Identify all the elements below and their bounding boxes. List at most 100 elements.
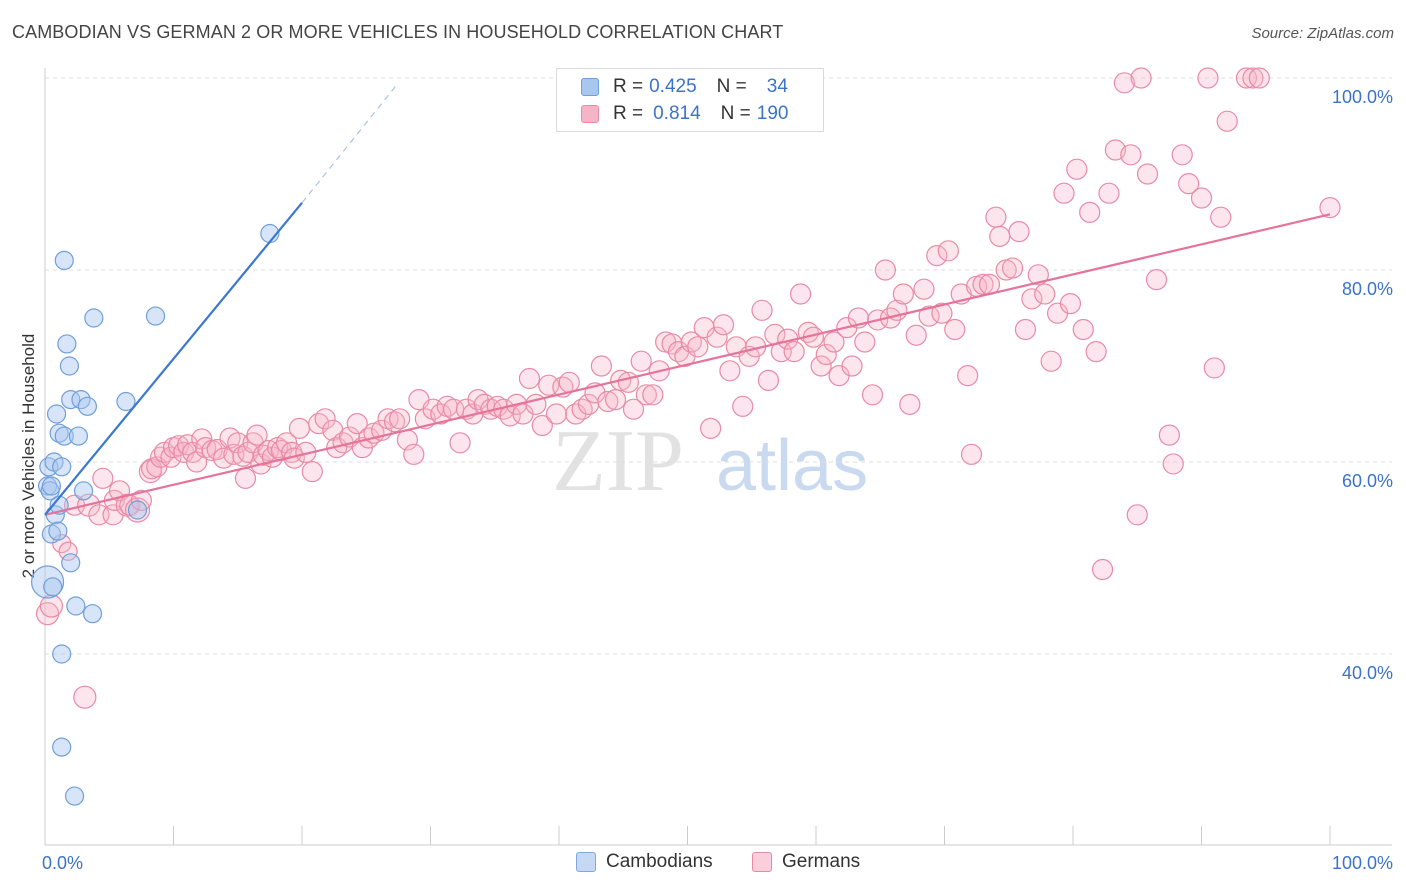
legend-n-value: 190 [756, 103, 789, 124]
legend-swatch-germans [581, 105, 599, 123]
german-point [687, 336, 709, 358]
german-point [1066, 158, 1088, 180]
german-point [234, 467, 257, 489]
cambodian-point [52, 737, 72, 757]
german-point [1178, 173, 1200, 195]
german-points [35, 67, 1341, 709]
german-point [1242, 67, 1264, 89]
cambodian-points [30, 223, 280, 806]
german-point [823, 331, 845, 353]
german-point [926, 245, 948, 267]
cambodian-point [41, 476, 62, 496]
german-point [1145, 269, 1168, 291]
y-tick-label: 40.0% [1342, 663, 1393, 683]
bottom-legend-germans: Germans [752, 851, 860, 873]
german-point [630, 350, 652, 372]
german-point [931, 302, 953, 324]
y-tick-label: 60.0% [1342, 471, 1393, 491]
legend-row-germans: R = 0.814 N = 190 [581, 101, 788, 127]
german-point [92, 467, 114, 489]
legend-n-value: 34 [766, 76, 788, 97]
bottom-legend-swatch-cambodians [576, 852, 596, 872]
cambodian-point [57, 334, 77, 354]
german-point [604, 389, 627, 411]
cambodian-point [84, 308, 104, 328]
german-point [545, 403, 568, 425]
bottom-legend-label-germans: Germans [782, 851, 861, 872]
german-point [719, 360, 741, 382]
german-point [389, 408, 411, 430]
german-point [892, 283, 914, 305]
german-point [1136, 163, 1159, 185]
y-axis-tick-labels: 40.0% 60.0% 80.0% 100.0% [1332, 87, 1393, 683]
legend-r-label: R = [613, 76, 644, 97]
german-point [288, 417, 311, 439]
german-point [314, 408, 336, 430]
german-point [989, 225, 1011, 247]
x-axis-tick-labels: 0.0% 100.0% [42, 853, 1393, 873]
german-point [518, 367, 541, 390]
german-point [789, 283, 812, 305]
cambodian-point [30, 565, 65, 599]
german-point [1158, 424, 1180, 446]
gridlines [45, 77, 1392, 655]
german-point [944, 318, 966, 341]
german-point [905, 324, 927, 346]
german-point [39, 594, 64, 618]
cambodian-trend-line [44, 202, 303, 516]
cambodian-trend-extension [301, 82, 399, 204]
german-point [918, 305, 940, 327]
german-point [1059, 293, 1082, 315]
german-point [1235, 67, 1258, 89]
german-point [58, 541, 78, 561]
german-point [985, 206, 1007, 228]
german-point [913, 278, 935, 300]
cambodian-point [61, 553, 81, 573]
german-point [597, 390, 619, 413]
german-point [130, 489, 152, 511]
bottom-legend-cambodians: Cambodians [576, 851, 713, 873]
german-point [854, 331, 876, 353]
german-point [1319, 197, 1341, 219]
german-point [1002, 257, 1024, 279]
german-point [700, 417, 722, 439]
german-point [815, 343, 837, 366]
cambodian-point [73, 481, 94, 501]
german-point [751, 299, 773, 321]
x-tick-label: 100.0% [1332, 853, 1393, 873]
german-point [899, 393, 921, 415]
y-axis-label: 2 or more Vehicles in Household [19, 334, 38, 579]
german-point [449, 432, 471, 454]
german-point [1120, 144, 1142, 166]
cambodian-point [68, 426, 89, 446]
cambodian-point [61, 390, 81, 410]
cambodian-point [145, 306, 166, 326]
cambodian-point [48, 521, 68, 541]
axes [44, 68, 1392, 846]
german-point [301, 461, 323, 483]
x-axis-ticks [44, 826, 1331, 845]
german-point [73, 685, 97, 709]
cambodian-point [77, 396, 98, 416]
german-point [622, 398, 645, 420]
x-tick-label: 0.0% [42, 853, 83, 873]
german-point [1162, 453, 1184, 475]
german-trend-line [44, 213, 1331, 516]
german-point [590, 355, 613, 377]
german-point [1126, 504, 1148, 526]
german-point [1171, 144, 1193, 166]
legend-n-label: N = [716, 76, 747, 97]
bottom-legend-label-cambodians: Cambodians [606, 851, 713, 872]
german-point [1248, 67, 1270, 89]
legend: R = 0.425 N = 34 R = 0.814 N = 190 [556, 68, 824, 132]
cambodian-point [52, 457, 72, 477]
german-point [712, 314, 735, 336]
german-point [1027, 264, 1049, 286]
german-point [960, 443, 983, 465]
german-point [1053, 182, 1075, 204]
german-point [403, 443, 425, 465]
german-point [732, 395, 754, 417]
german-point [275, 432, 298, 454]
cambodian-point [66, 596, 86, 616]
german-point [1113, 72, 1136, 94]
